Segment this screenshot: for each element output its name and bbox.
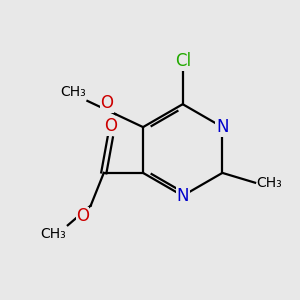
Text: CH₃: CH₃ [257, 176, 283, 190]
Text: CH₃: CH₃ [60, 85, 86, 99]
Text: O: O [76, 207, 89, 225]
Text: N: N [176, 187, 189, 205]
Text: Cl: Cl [175, 52, 191, 70]
Text: CH₃: CH₃ [40, 227, 66, 241]
Text: O: O [104, 117, 117, 135]
Text: O: O [100, 94, 114, 112]
Text: N: N [216, 118, 229, 136]
